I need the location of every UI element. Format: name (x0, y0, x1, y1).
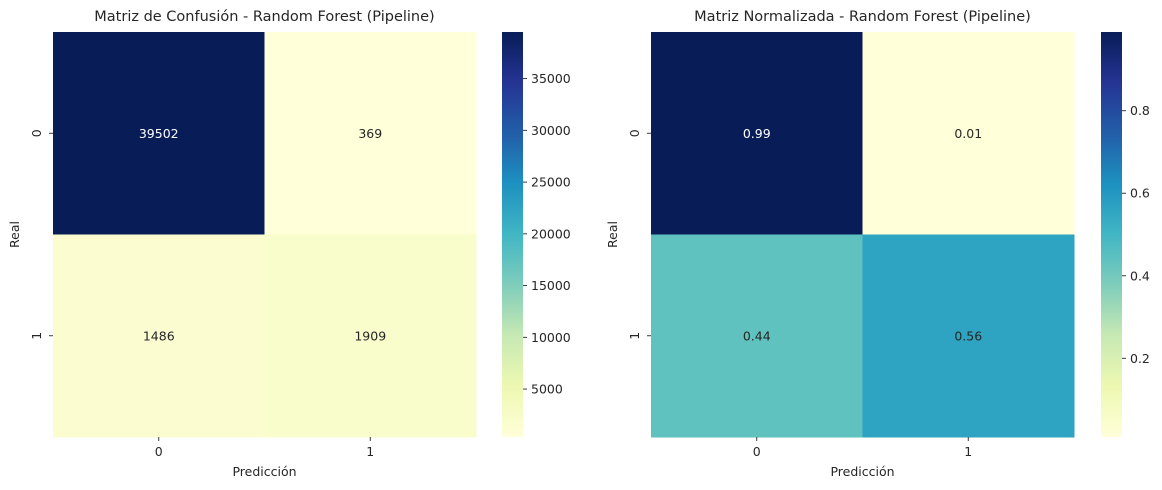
heatmap-cell (53, 32, 265, 235)
y-axis-label: Real (605, 221, 620, 248)
heatmap-cell (862, 234, 1075, 438)
colorbar-tick-label: 30000 (531, 123, 571, 138)
heatmap-panel-2: Matriz Normalizada - Random Forest (Pipe… (605, 9, 1150, 479)
cell-label: 1909 (354, 328, 386, 343)
x-axis-label: Predicción (830, 464, 894, 479)
chart-title: Matriz de Confusión - Random Forest (Pip… (94, 9, 434, 25)
colorbar: 5000 10000 15000 20000 25000 30000 35000 (502, 32, 571, 437)
cell-label: 0.56 (954, 328, 982, 343)
colorbar-tick-label: 25000 (531, 175, 571, 190)
colorbar-tick-label: 0.4 (1130, 268, 1150, 283)
cell-label: 0.99 (743, 126, 771, 141)
heatmap-cell (264, 32, 477, 235)
heatmap-cell (651, 32, 863, 235)
colorbar-tick-label: 15000 (531, 278, 571, 293)
colorbar-tick-label: 0.2 (1130, 351, 1150, 366)
colorbar-tick-label: 20000 (531, 226, 571, 241)
y-axis-label: Real (7, 221, 22, 248)
x-tick-label: 0 (753, 444, 761, 459)
chart-title: Matriz Normalizada - Random Forest (Pipe… (694, 9, 1031, 25)
colorbar-tick-label: 0.8 (1130, 103, 1150, 118)
colorbar-gradient (502, 32, 523, 437)
heatmap-cell (264, 234, 477, 438)
colorbar-tick-label: 0.6 (1130, 186, 1150, 201)
heatmap-cell (862, 32, 1075, 235)
x-axis-label: Predicción (232, 464, 296, 479)
colorbar: 0.2 0.4 0.6 0.8 (1101, 32, 1150, 437)
x-tick-label: 1 (964, 444, 972, 459)
cell-label: 1486 (143, 328, 175, 343)
cell-label: 0.01 (954, 126, 982, 141)
cell-label: 369 (358, 126, 382, 141)
y-tick-label: 1 (627, 332, 642, 340)
heatmap-cell (651, 234, 863, 438)
heatmap-panel-1: Matriz de Confusión - Random Forest (Pip… (7, 9, 571, 479)
heatmap-cell (53, 234, 265, 438)
x-tick-label: 0 (155, 444, 163, 459)
x-tick-label: 1 (366, 444, 374, 459)
colorbar-tick-label: 5000 (531, 382, 563, 397)
y-tick-label: 0 (627, 129, 642, 137)
y-tick-label: 1 (29, 332, 44, 340)
y-tick-label: 0 (29, 129, 44, 137)
cell-label: 0.44 (743, 328, 771, 343)
colorbar-tick-label: 35000 (531, 71, 571, 86)
cell-label: 39502 (139, 126, 179, 141)
colorbar-gradient (1101, 32, 1122, 437)
colorbar-tick-label: 10000 (531, 330, 571, 345)
